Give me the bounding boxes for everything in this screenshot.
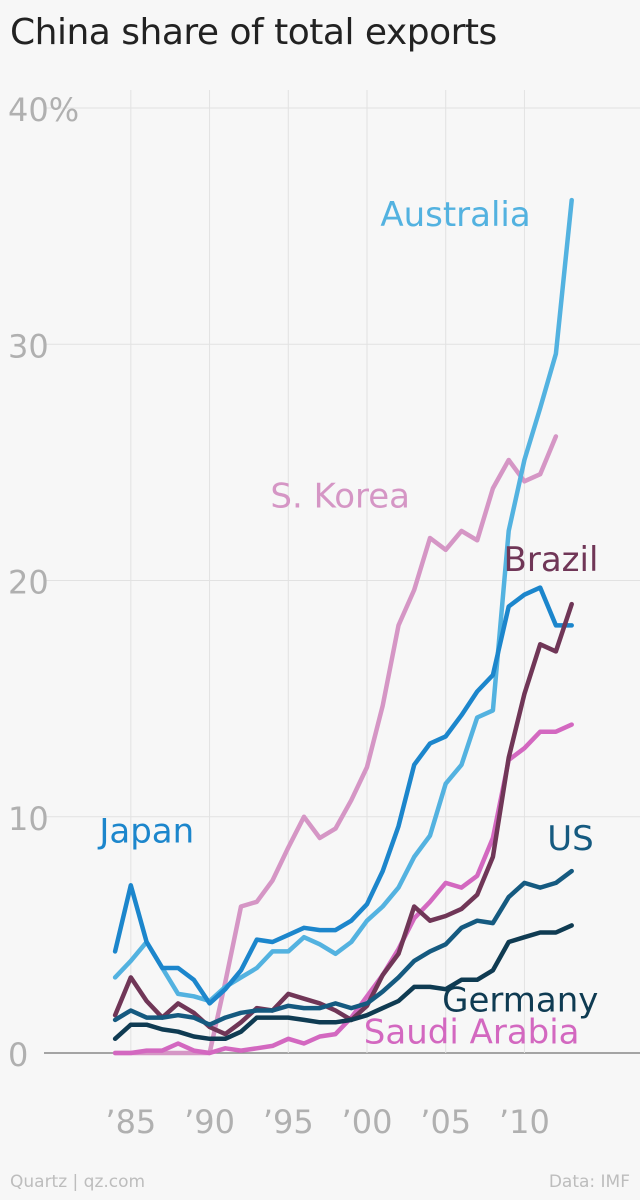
y-tick-label: 0 <box>8 1036 28 1074</box>
source-credit: Quartz | qz.com <box>10 1172 146 1192</box>
data-source: Data: IMF <box>548 1172 630 1192</box>
series-label-australia: Australia <box>380 195 530 235</box>
series-label-s-korea: S. Korea <box>270 476 410 516</box>
series-label-japan: Japan <box>97 812 194 852</box>
y-tick-label: 30 <box>8 327 49 365</box>
y-axis-tick-labels: 0 10 20 30 40% <box>8 91 79 1074</box>
series-line-australia <box>112 197 574 1004</box>
gridlines <box>44 90 640 1054</box>
x-tick-label: ’05 <box>420 1103 471 1141</box>
series-line-japan <box>112 585 574 1006</box>
x-tick-label: ’95 <box>263 1103 314 1141</box>
series-label-germany: Germany <box>442 981 598 1021</box>
series-line-brazil <box>112 601 574 1037</box>
series-line-saudi-arabia <box>112 722 574 1056</box>
series-label-brazil: Brazil <box>504 540 599 580</box>
series-line-germany <box>112 923 574 1042</box>
x-tick-label: ’10 <box>499 1103 550 1141</box>
series-label-saudi-arabia: Saudi Arabia <box>364 1013 580 1053</box>
x-tick-label: ’85 <box>105 1103 156 1141</box>
series-label-us: US <box>547 819 593 859</box>
series-line-us <box>112 868 574 1027</box>
x-tick-label: ’00 <box>342 1103 393 1141</box>
series-line-s-korea <box>112 434 559 1056</box>
y-tick-label: 40% <box>8 91 79 129</box>
y-tick-label: 20 <box>8 564 49 602</box>
x-tick-label: ’90 <box>184 1103 235 1141</box>
series-labels: Australia S. Korea Brazil Japan US GermanySau… <box>97 195 598 1052</box>
y-tick-label: 10 <box>8 800 49 838</box>
series-lines <box>112 197 574 1056</box>
x-axis-tick-labels: ’85 ’90 ’95 ’00 ’05 ’10 <box>105 1103 549 1141</box>
chart-title: China share of total exports <box>10 12 497 53</box>
